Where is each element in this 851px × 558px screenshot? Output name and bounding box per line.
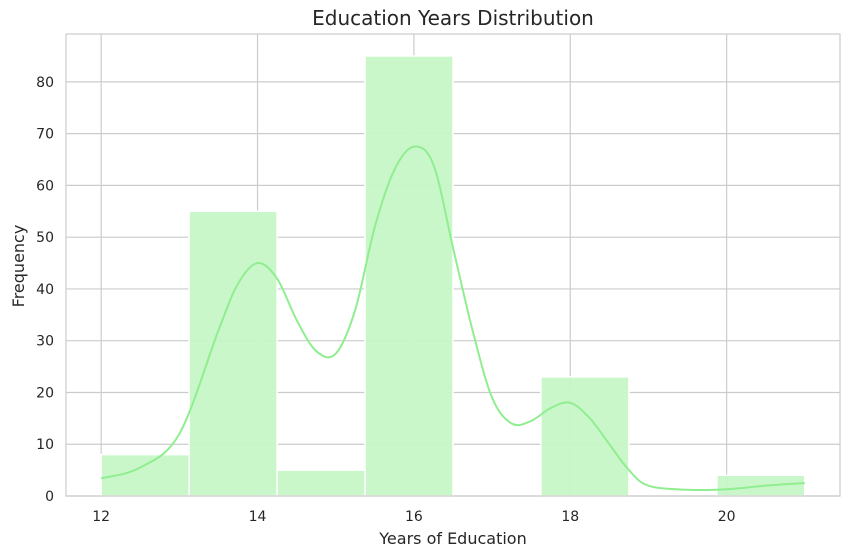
x-axis-label: Years of Education (378, 529, 526, 548)
histogram-bar (276, 469, 366, 497)
y-tick-label: 10 (36, 437, 54, 453)
x-tick-label: 20 (718, 509, 736, 525)
histogram-bars (100, 55, 806, 497)
y-tick-label: 40 (36, 282, 54, 298)
histogram-bar (188, 210, 278, 497)
y-tick-label: 30 (36, 334, 54, 350)
x-tick-label: 14 (249, 509, 267, 525)
x-tick-label: 18 (561, 509, 579, 525)
kde-curve-group (100, 145, 805, 492)
x-tick-labels: 12 14 16 18 20 (92, 509, 735, 525)
histogram-bar (540, 376, 630, 497)
histogram-bar (364, 55, 454, 497)
y-axis-label: Frequency (9, 225, 28, 308)
y-tick-label: 70 (36, 127, 54, 143)
plot-frame (65, 33, 841, 497)
y-tick-labels: 0 10 20 30 40 50 60 70 80 (36, 75, 54, 505)
kde-line (100, 145, 805, 492)
y-tick-label: 80 (36, 75, 54, 91)
y-tick-label: 50 (36, 230, 54, 246)
y-tick-label: 60 (36, 178, 54, 194)
x-tick-label: 12 (92, 509, 110, 525)
chart-title: Education Years Distribution (312, 6, 594, 30)
y-tick-label: 0 (45, 489, 54, 505)
y-tick-label: 20 (36, 385, 54, 401)
x-tick-label: 16 (405, 509, 423, 525)
